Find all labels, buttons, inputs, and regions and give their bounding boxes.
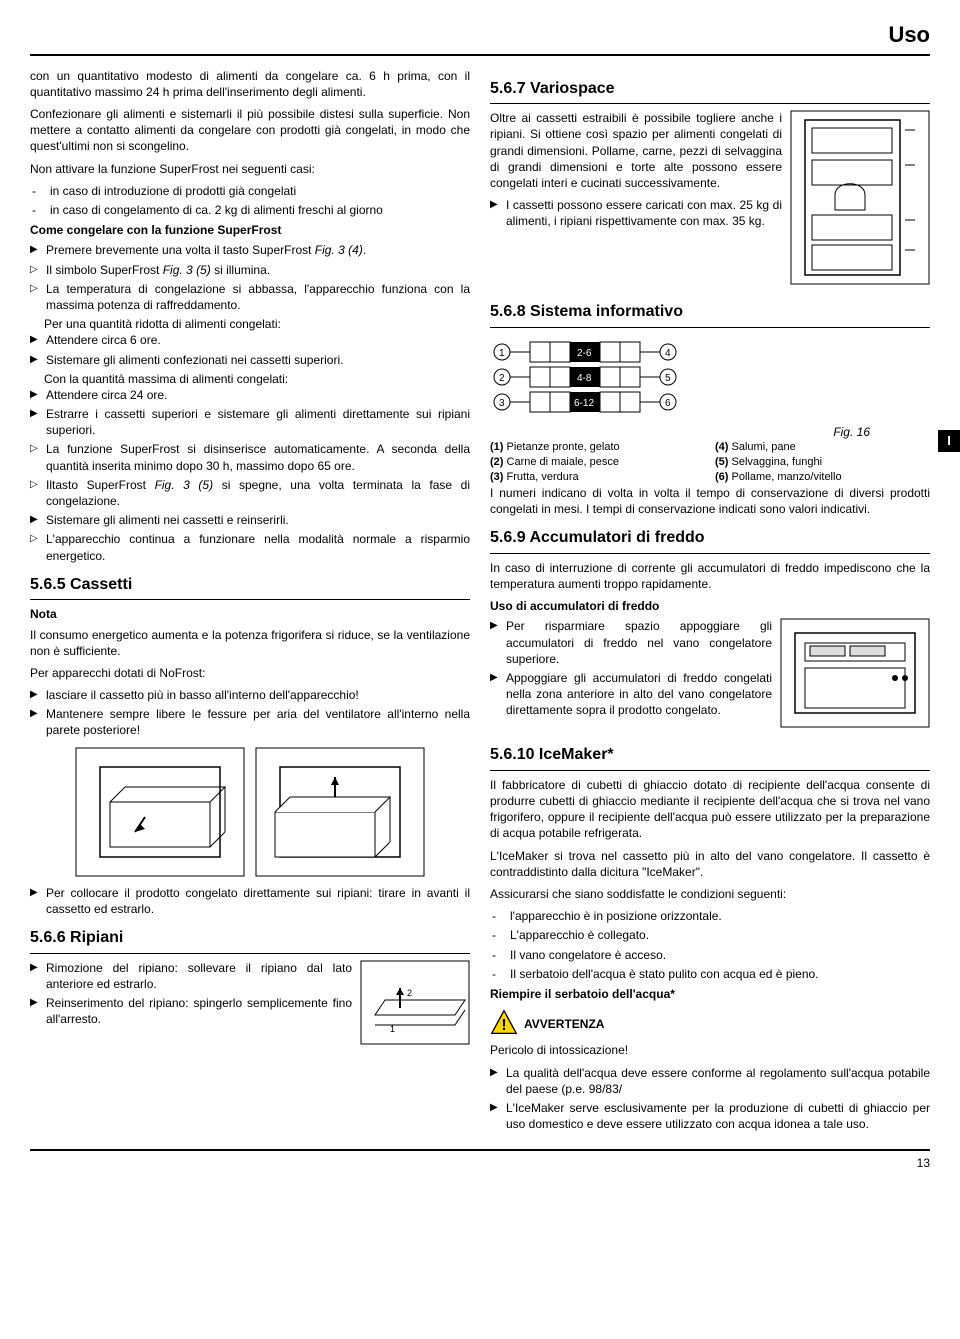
left-p2: Confezionare gli alimenti e sistemarli i… (30, 106, 470, 155)
s5610-bold2: Riempire il serbatoio dell'acqua* (490, 986, 930, 1002)
tri-item: Appoggiare gli accumulatori di freddo co… (504, 670, 930, 719)
left-column: con un quantitativo modesto di alimenti … (30, 68, 470, 1136)
svg-text:4: 4 (665, 348, 671, 359)
left-p1: con un quantitativo modesto di alimenti … (30, 68, 470, 100)
tri-item: La qualità dell'acqua deve essere confor… (504, 1065, 930, 1097)
s569-p1: In caso di interruzione di corrente gli … (490, 560, 930, 592)
drawer-diagram-2 (255, 747, 425, 877)
dash-item: in caso di introduzione di prodotti già … (42, 183, 470, 199)
dash-item: in caso di congelamento di ca. 2 kg di a… (42, 202, 470, 218)
dash-item: Il serbatoio dell'acqua è stato pulito c… (502, 966, 930, 982)
svg-text:6: 6 (665, 398, 671, 409)
tri-list: Sistemare gli alimenti nei cassetti e re… (30, 512, 470, 528)
warning-row: ! AVVERTENZA (490, 1008, 930, 1040)
tri-list: Premere brevemente una volta il tasto Su… (30, 242, 470, 258)
page-number: 13 (30, 1155, 930, 1171)
svg-text:2-6: 2-6 (577, 348, 592, 359)
sub-rule (490, 553, 930, 554)
sub-rule (30, 953, 470, 954)
tri-item: I cassetti possono essere caricati con m… (504, 197, 930, 229)
tri-item: Rimozione del ripiano: sollevare il ripi… (44, 960, 470, 992)
tri-item: Per collocare il prodotto congelato dire… (44, 885, 470, 917)
svg-text:3: 3 (499, 398, 505, 409)
s565-p1: Il consumo energetico aumenta e la poten… (30, 627, 470, 659)
tri-item: Reinserimento del ripiano: spingerlo sem… (44, 995, 470, 1027)
tri-item: Mantenere sempre libere le fessure per a… (44, 706, 470, 738)
svg-text:4-8: 4-8 (577, 373, 592, 384)
inline-p: Con la quantità massima di alimenti cong… (30, 371, 470, 387)
left-dash-list-1: in caso di introduzione di prodotti già … (30, 183, 470, 218)
tri-list: La qualità dell'acqua deve essere confor… (490, 1065, 930, 1133)
svg-text:1: 1 (499, 348, 505, 359)
hollow-item: Il simbolo SuperFrost Fig. 3 (5) si illu… (44, 262, 470, 278)
tri-list: I cassetti possono essere caricati con m… (490, 197, 930, 229)
content-columns: con un quantitativo modesto di alimenti … (30, 68, 930, 1136)
drawer-figures (30, 747, 470, 877)
s5610-dash: l'apparecchio è in posizione orizzontale… (490, 908, 930, 982)
warning-label: AVVERTENZA (524, 1016, 604, 1032)
heading-5610: 5.6.10 IceMaker* (490, 744, 930, 766)
tri-item: Attendere circa 24 ore. (44, 387, 470, 403)
tri-item: Premere brevemente una volta il tasto Su… (44, 242, 470, 258)
tri-item: Estrarre i cassetti superiori e sistemar… (44, 406, 470, 438)
tri-item: Sistemare gli alimenti confezionati nei … (44, 352, 470, 368)
warning-text: Pericolo di intossicazione! (490, 1042, 930, 1058)
tri-list: Attendere circa 24 ore. Estrarre i casse… (30, 387, 470, 439)
s565-p2: Per apparecchi dotati di NoFrost: (30, 665, 470, 681)
hollow-list: Il simbolo SuperFrost Fig. 3 (5) si illu… (30, 262, 470, 314)
right-column: 5.6.7 Variospace Oltre ai cassetti estra… (490, 68, 930, 1136)
heading-566: 5.6.6 Ripiani (30, 927, 470, 949)
heading-569: 5.6.9 Accumulatori di freddo (490, 527, 930, 549)
s568-p1: I numeri indicano di volta in volta il t… (490, 485, 930, 517)
hollow-item: La funzione SuperFrost si disinserisce a… (44, 441, 470, 473)
hollow-item: Iltasto SuperFrost Fig. 3 (5) si spegne,… (44, 477, 470, 509)
dash-item: L'apparecchio è collegato. (502, 927, 930, 943)
fig16-caption: Fig. 16 (490, 424, 930, 440)
sub-rule (490, 327, 930, 328)
warning-triangle-icon: ! (490, 1008, 518, 1040)
info-legend: (1) Pietanze pronte, gelato (2) Carne di… (490, 440, 930, 485)
tri-list: Per collocare il prodotto congelato dire… (30, 885, 470, 917)
tri-list: lasciare il cassetto più in basso all'in… (30, 687, 470, 739)
hollow-list: La funzione SuperFrost si disinserisce a… (30, 441, 470, 509)
heading-567: 5.6.7 Variospace (490, 78, 930, 100)
hollow-item: La temperatura di congelazione si abbass… (44, 281, 470, 313)
svg-text:6-12: 6-12 (574, 398, 594, 409)
svg-text:2: 2 (499, 373, 505, 384)
page-header-title: Uso (30, 20, 930, 50)
left-bold-1: Come congelare con la funzione SuperFros… (30, 222, 470, 238)
side-tab: I (938, 430, 960, 452)
s5610-p3: Assicurarsi che siano soddisfatte le con… (490, 886, 930, 902)
heading-565: 5.6.5 Cassetti (30, 574, 470, 596)
svg-text:5: 5 (665, 373, 671, 384)
tri-list: Attendere circa 6 ore. Sistemare gli ali… (30, 332, 470, 367)
heading-568: 5.6.8 Sistema informativo (490, 301, 930, 323)
sub-rule (30, 599, 470, 600)
hollow-list: L'apparecchio continua a funzionare nell… (30, 531, 470, 563)
left-p3: Non attivare la funzione SuperFrost nei … (30, 161, 470, 177)
tri-item: Sistemare gli alimenti nei cassetti e re… (44, 512, 470, 528)
dash-item: l'apparecchio è in posizione orizzontale… (502, 908, 930, 924)
header-rule (30, 54, 930, 56)
svg-text:!: ! (501, 1017, 506, 1034)
sub-rule (490, 103, 930, 104)
dash-item: Il vano congelatore è acceso. (502, 947, 930, 963)
info-system-diagram: 1 2-6 4 2 4-8 5 3 (490, 338, 685, 416)
nota-label: Nota (30, 606, 470, 622)
s569-bold: Uso di accumulatori di freddo (490, 598, 930, 614)
hollow-item: L'apparecchio continua a funzionare nell… (44, 531, 470, 563)
s5610-p1: Il fabbricatore di cubetti di ghiaccio d… (490, 777, 930, 842)
tri-item: lasciare il cassetto più in basso all'in… (44, 687, 470, 703)
footer-rule (30, 1149, 930, 1151)
tri-item: Per risparmiare spazio appoggiare gli ac… (504, 618, 930, 667)
sub-rule (490, 770, 930, 771)
tri-item: Attendere circa 6 ore. (44, 332, 470, 348)
inline-p: Per una quantità ridotta di alimenti con… (30, 316, 470, 332)
s5610-p2: L'IceMaker si trova nel cassetto più in … (490, 848, 930, 880)
drawer-diagram-1 (75, 747, 245, 877)
tri-item: L'IceMaker serve esclusivamente per la p… (504, 1100, 930, 1132)
